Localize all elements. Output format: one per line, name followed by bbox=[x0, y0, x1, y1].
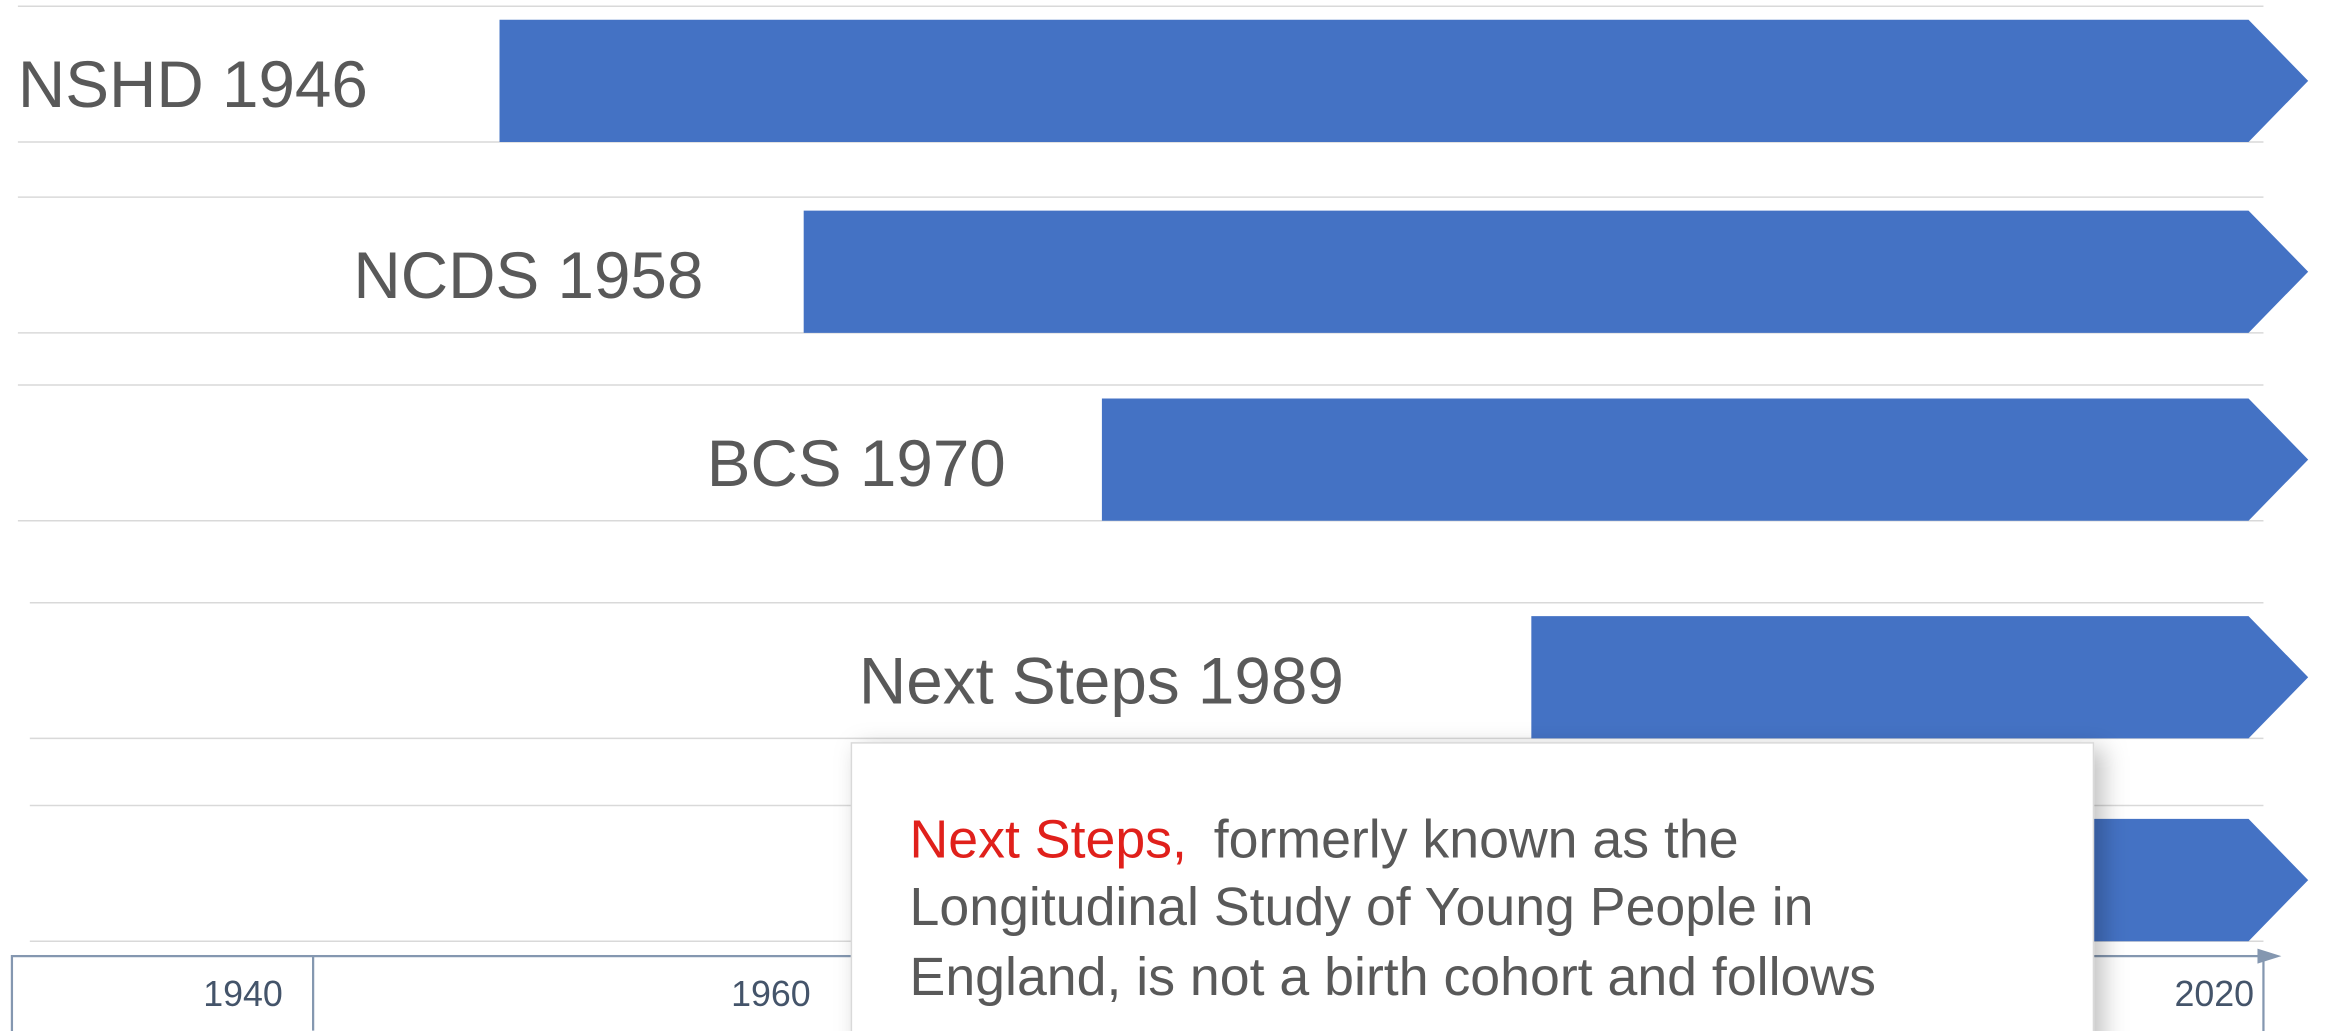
cohort-arrow bbox=[499, 19, 2309, 142]
axis-arrow bbox=[2257, 948, 2282, 964]
row-label: BCS 1970 bbox=[707, 427, 1006, 500]
tooltip-text: formerly known as the bbox=[1214, 810, 1739, 870]
tooltip-line: Longitudinal Study of Young People in bbox=[910, 877, 1814, 937]
row-label: Next Steps 1989 bbox=[859, 645, 1344, 718]
tooltip-title: Next Steps, bbox=[910, 810, 1187, 870]
axis-label: 1960 bbox=[731, 974, 811, 1014]
axis-label: 2020 bbox=[2174, 974, 2254, 1014]
tooltip-box bbox=[850, 742, 2095, 1031]
row-label: NSHD 1946 bbox=[18, 48, 368, 121]
tooltip-line: Next Steps, formerly known as the bbox=[910, 810, 1739, 870]
tooltip-line: England, is not a birth cohort and follo… bbox=[910, 947, 1876, 1007]
axis-label: 1940 bbox=[203, 974, 283, 1014]
tooltip: Next Steps, formerly known as the Longitu… bbox=[850, 742, 2095, 1031]
cohort-arrow bbox=[803, 210, 2309, 333]
row-label: NCDS 1958 bbox=[353, 239, 703, 312]
cohort-arrow bbox=[1101, 398, 2309, 521]
cohort-arrow bbox=[1531, 616, 2309, 739]
